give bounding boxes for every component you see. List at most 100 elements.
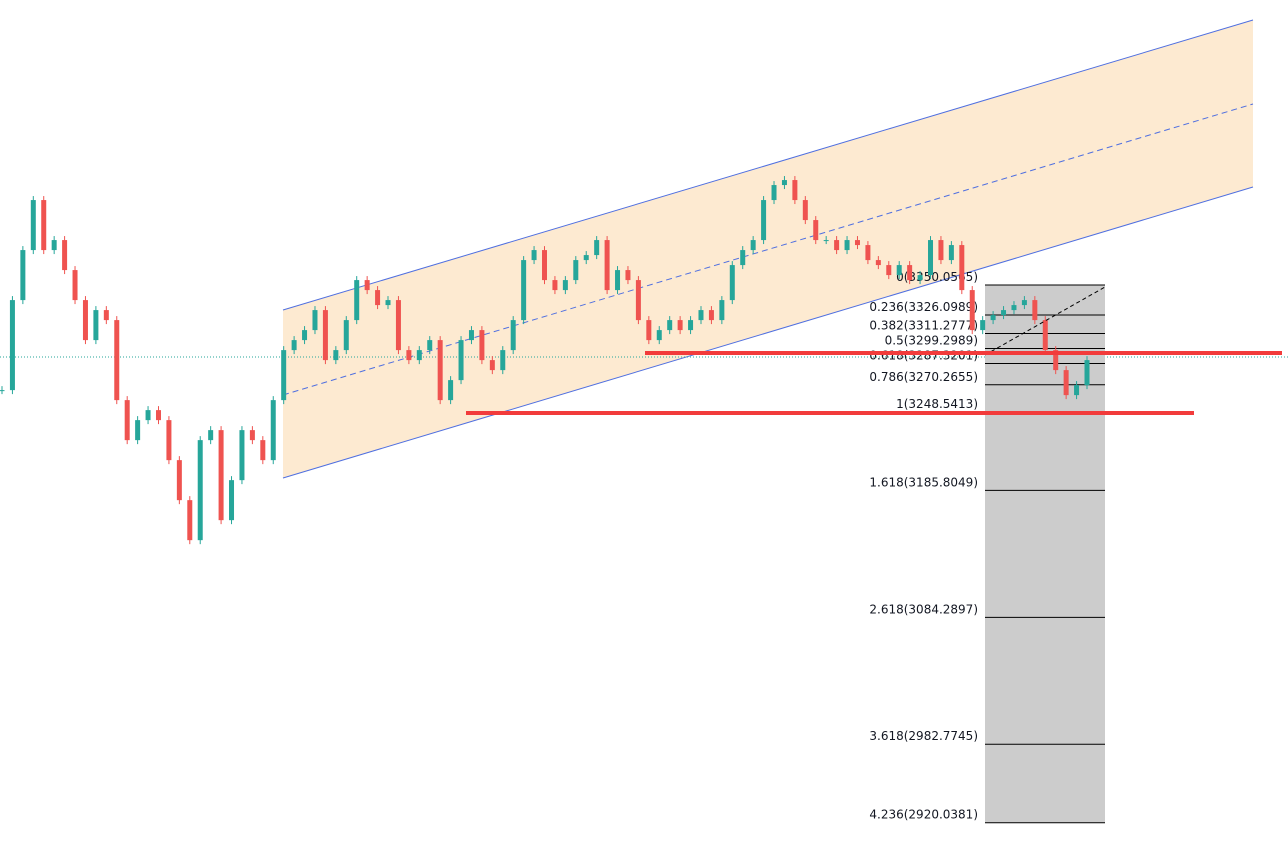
candle-body bbox=[30, 200, 36, 251]
candle-body bbox=[375, 290, 381, 306]
candle-body bbox=[395, 300, 401, 351]
fib-level-label: 0.618(3287.3201) bbox=[869, 348, 978, 362]
overlay-lines bbox=[466, 286, 1282, 415]
drawings bbox=[0, 19, 1288, 479]
candle-body bbox=[875, 260, 881, 266]
candles bbox=[0, 176, 1090, 545]
candle-body bbox=[500, 350, 506, 371]
candle-body bbox=[427, 340, 433, 351]
candle-body bbox=[854, 240, 860, 246]
candle-body bbox=[385, 300, 391, 306]
candle-body bbox=[20, 250, 26, 301]
candle-body bbox=[155, 410, 161, 421]
fib-level-label: 4.236(2920.0381) bbox=[869, 808, 978, 822]
candle-body bbox=[9, 300, 15, 391]
candle-body bbox=[834, 240, 840, 251]
candle-body bbox=[1021, 300, 1027, 306]
candle-body bbox=[343, 320, 349, 351]
candle-body bbox=[510, 320, 516, 351]
fib-level-label: 3.618(2982.7745) bbox=[869, 729, 978, 743]
candle-body bbox=[928, 240, 934, 276]
candle-body bbox=[239, 430, 245, 481]
candle-body bbox=[896, 265, 902, 276]
candle-body bbox=[781, 180, 787, 186]
candle-body bbox=[521, 260, 527, 321]
candle-body bbox=[82, 300, 88, 341]
fib-level-label: 2.618(3084.2897) bbox=[869, 602, 978, 616]
candle-body bbox=[1074, 385, 1080, 396]
candle-body bbox=[281, 350, 287, 401]
candle-body bbox=[229, 480, 235, 521]
candle-body bbox=[656, 330, 662, 341]
candle-body bbox=[531, 250, 537, 261]
candle-body bbox=[823, 240, 829, 242]
candle-body bbox=[750, 240, 756, 251]
candle-body bbox=[990, 315, 996, 321]
channel-mid bbox=[282, 103, 1254, 396]
candle-body bbox=[416, 350, 422, 361]
fib-level-label: 0.382(3311.2777) bbox=[869, 318, 978, 332]
candle-body bbox=[719, 300, 725, 321]
candle-body bbox=[625, 270, 631, 281]
candle-body bbox=[302, 330, 308, 341]
candle-body bbox=[646, 320, 652, 341]
candle-body bbox=[959, 245, 965, 291]
candle-body bbox=[708, 310, 714, 321]
channel-lower bbox=[282, 186, 1254, 479]
candle-body bbox=[688, 320, 694, 331]
candle-body bbox=[322, 310, 328, 361]
candle-body bbox=[761, 200, 767, 241]
candle-body bbox=[406, 350, 412, 361]
candle-body bbox=[93, 310, 99, 341]
candle-body bbox=[249, 430, 255, 441]
fib-level-label: 0(3350.0565) bbox=[896, 270, 978, 284]
candle-body bbox=[771, 185, 777, 201]
candle-body bbox=[635, 280, 641, 321]
candle-body bbox=[740, 250, 746, 266]
candle-body bbox=[41, 200, 47, 251]
candle-body bbox=[197, 440, 203, 541]
candle-body bbox=[448, 380, 454, 401]
candle-body bbox=[333, 350, 339, 361]
candle-body bbox=[677, 320, 683, 331]
candle-body bbox=[489, 360, 495, 371]
candle-body bbox=[948, 245, 954, 261]
candle-body bbox=[103, 310, 109, 321]
candle-body bbox=[270, 400, 276, 461]
candle-body bbox=[615, 270, 621, 291]
candle-body bbox=[604, 240, 610, 291]
candle-body bbox=[813, 220, 819, 241]
candle-body bbox=[1032, 300, 1038, 321]
candle-body bbox=[458, 340, 464, 381]
candle-body bbox=[667, 320, 673, 331]
candle-body bbox=[479, 330, 485, 361]
candle-body bbox=[792, 180, 798, 201]
fib-level-label: 0.786(3270.2655) bbox=[869, 370, 978, 384]
candle-body bbox=[865, 245, 871, 261]
channel-upper bbox=[282, 19, 1254, 311]
fib-level-label: 1(3248.5413) bbox=[896, 397, 978, 411]
candle-body bbox=[969, 290, 975, 331]
candle-body bbox=[980, 320, 986, 331]
candle-body bbox=[938, 240, 944, 261]
candle-body bbox=[260, 440, 266, 461]
candle-body bbox=[698, 310, 704, 321]
channel-fill bbox=[283, 20, 1253, 478]
candle-body bbox=[62, 240, 68, 271]
candle-body bbox=[145, 410, 151, 421]
candle-body bbox=[1001, 310, 1007, 316]
candle-body bbox=[114, 320, 120, 401]
candle-body bbox=[573, 260, 579, 281]
candle-body bbox=[886, 265, 892, 276]
candle-body bbox=[312, 310, 318, 331]
candle-body bbox=[1011, 305, 1017, 311]
candle-body bbox=[354, 280, 360, 321]
fib-trend-line bbox=[984, 286, 1106, 356]
candle-body bbox=[1042, 320, 1048, 351]
candle-body bbox=[135, 420, 141, 441]
candle-body bbox=[291, 340, 297, 351]
candle-body bbox=[124, 400, 130, 441]
fib-level-label: 0.236(3326.0989) bbox=[869, 300, 978, 314]
